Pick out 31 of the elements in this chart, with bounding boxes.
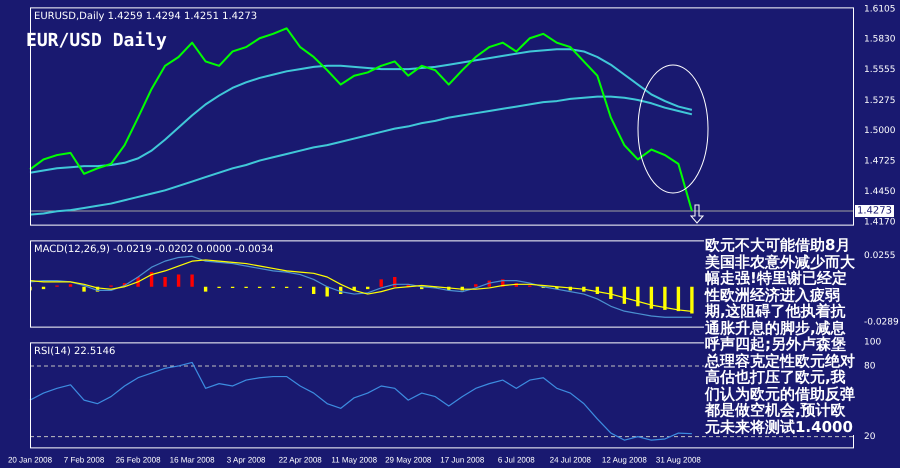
x-tick-label: 17 Jun 2008 (440, 455, 485, 464)
y-tick-label: -0.0289 (864, 317, 900, 328)
y-tick-label: 1.5000 (864, 126, 896, 136)
x-tick-label: 22 Apr 2008 (278, 455, 322, 464)
x-tick-label: 20 Jan 2008 (8, 455, 53, 464)
x-tick-label: 16 Mar 2008 (170, 455, 216, 464)
chart-title: MACD(12,26,9) -0.0219 -0.0202 0.0000 -0.0034 (34, 244, 274, 255)
y-tick-label: 1.5275 (864, 96, 896, 106)
x-tick-label: 12 Aug 2008 (602, 455, 648, 464)
chart-title: EURUSD,Daily 1.4259 1.4294 1.4251 1.4273 (34, 10, 258, 22)
y-tick-label: 80 (864, 361, 876, 372)
y-tick-label: 1.6105 (864, 4, 896, 14)
x-tick-label: 24 Jul 2008 (550, 455, 592, 464)
x-tick-label: 31 Aug 2008 (656, 455, 702, 464)
x-tick-label: 26 Feb 2008 (116, 455, 162, 464)
x-tick-label: 7 Feb 2008 (64, 455, 105, 464)
x-tick-label: 11 May 2008 (331, 455, 378, 464)
y-tick-label: 1.5555 (864, 65, 896, 76)
x-tick-label: 29 May 2008 (385, 455, 432, 464)
y-tick-label: 1.4450 (864, 186, 896, 197)
y-tick-label: 1.5830 (864, 34, 896, 45)
y-tick-label: 1.4170 (864, 218, 896, 228)
y-tick-label: 100 (864, 338, 882, 348)
x-tick-label: 6 Jul 2008 (498, 455, 536, 464)
y-tick-label: 20 (864, 432, 876, 442)
ref-line-label: 1.4273 (857, 206, 892, 217)
text: 欧元不大可能借助8月美国非农意外减少而大幅走强!特里谢已经定性欧洲经济进入疲弱期,这阻碍了他执着抗通胀升息的脚步,减息呼声四起;另外卢森堡总理容克定性欧元绝对高估也打压了欧元,我们认为欧元的借助反弹都是做空机会,预计欧元未来将测试1.4000 (705, 236, 855, 436)
chart-title: RSI(14) 22.5146 (34, 346, 116, 357)
x-tick-label: 3 Apr 2008 (226, 455, 266, 464)
y-tick-label: 1.4725 (864, 156, 896, 166)
y-tick-label: 0.0255 (864, 250, 896, 261)
